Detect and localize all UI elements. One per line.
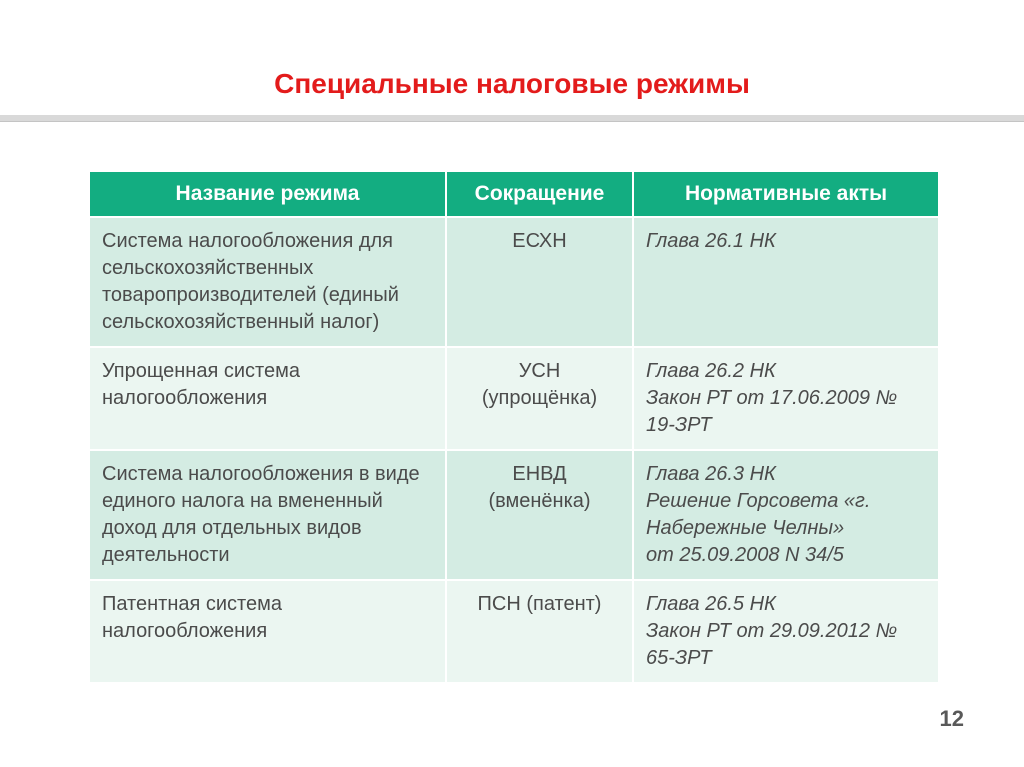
table-row: Система налогообложения для сельскохозяй… (89, 217, 939, 347)
table-row: Упрощенная система налогообложения УСН (… (89, 347, 939, 450)
table-header-row: Название режима Сокращение Нормативные а… (89, 171, 939, 217)
cell-name: Упрощенная система налогообложения (89, 347, 446, 450)
table-row: Система налогообложения в виде единого н… (89, 450, 939, 580)
regimes-table-wrap: Название режима Сокращение Нормативные а… (88, 170, 940, 684)
regimes-table: Название режима Сокращение Нормативные а… (88, 170, 940, 684)
table-row: Патентная система налогообложения ПСН (п… (89, 580, 939, 683)
cell-abbr: ПСН (патент) (446, 580, 633, 683)
cell-name: Патентная система налогообложения (89, 580, 446, 683)
page-number: 12 (940, 706, 964, 732)
cell-name: Система налогообложения в виде единого н… (89, 450, 446, 580)
horizontal-divider (0, 115, 1024, 121)
col-header-acts: Нормативные акты (633, 171, 939, 217)
cell-abbr: ЕСХН (446, 217, 633, 347)
slide: Специальные налоговые режимы Название ре… (0, 0, 1024, 767)
cell-acts: Глава 26.3 НКРешение Горсовета «г. Набер… (633, 450, 939, 580)
cell-name: Система налогообложения для сельскохозяй… (89, 217, 446, 347)
cell-acts: Глава 26.5 НКЗакон РТ от 29.09.2012 № 65… (633, 580, 939, 683)
cell-abbr: ЕНВД (вменёнка) (446, 450, 633, 580)
cell-acts: Глава 26.2 НКЗакон РТ от 17.06.2009 № 19… (633, 347, 939, 450)
cell-abbr: УСН (упрощёнка) (446, 347, 633, 450)
col-header-abbr: Сокращение (446, 171, 633, 217)
slide-title: Специальные налоговые режимы (0, 68, 1024, 100)
col-header-name: Название режима (89, 171, 446, 217)
cell-acts: Глава 26.1 НК (633, 217, 939, 347)
